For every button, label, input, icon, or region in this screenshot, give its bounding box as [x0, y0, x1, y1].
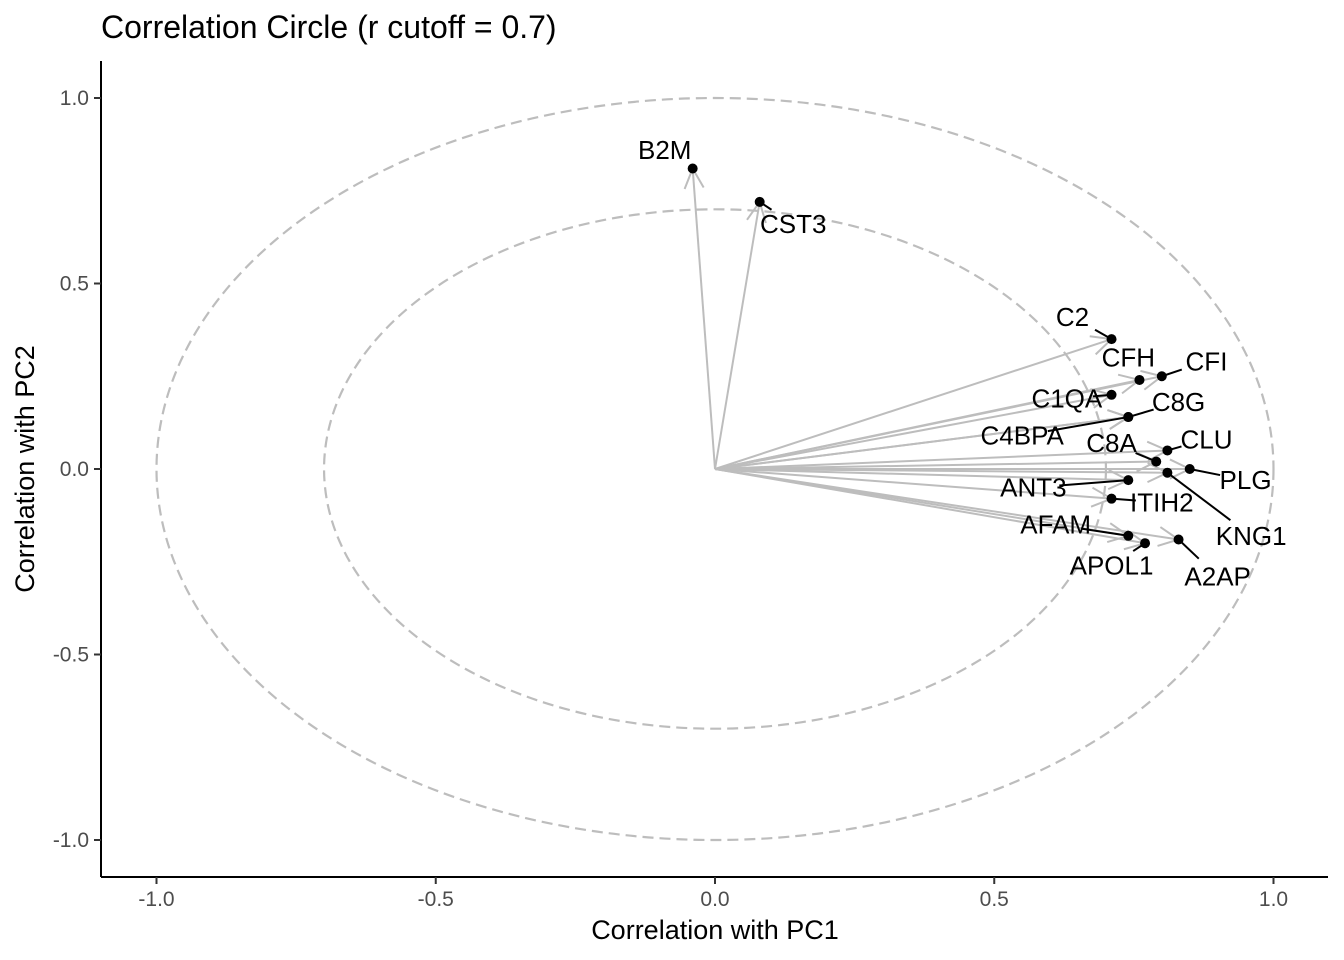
point-apol1 [1140, 538, 1151, 549]
arrow-shaft-c1qa [714, 393, 1112, 470]
point-plg [1184, 464, 1195, 474]
arrow-shaft-c2 [714, 338, 1112, 470]
point-c2 [1106, 334, 1117, 345]
arrow-shaft-c4bpa [714, 416, 1129, 470]
arrow-shaft-c8a [714, 460, 1157, 470]
point-cfi [1156, 371, 1167, 382]
loading-points [687, 163, 1195, 549]
chart-title: Correlation Circle (r cutoff = 0.7) [101, 9, 557, 45]
point-label-kng1: KNG1 [1216, 521, 1287, 551]
arrow-shaft-cst3 [714, 201, 761, 470]
point-clu [1162, 445, 1173, 456]
y-tick-label: 1.0 [60, 87, 89, 110]
point-label-c2: C2 [1056, 302, 1089, 332]
point-cfh [1134, 374, 1145, 385]
y-tick-label: -0.5 [53, 644, 89, 667]
point-afam [1123, 530, 1134, 541]
leader-line-ant3 [1059, 479, 1129, 487]
point-cst3 [754, 196, 765, 207]
point-label-cst3: CST3 [760, 209, 826, 239]
point-c1qa [1106, 389, 1117, 400]
point-label-plg: PLG [1220, 465, 1272, 495]
x-tick-label: 0.0 [700, 888, 729, 911]
y-tick-label: 0.0 [60, 458, 89, 481]
arrow-shaft-kng1 [714, 468, 1168, 474]
arrow-shaft-ant3 [714, 468, 1129, 482]
leader-line-plg [1189, 468, 1221, 477]
point-label-c4bpa: C4BPA [981, 421, 1065, 451]
y-axis-ticks: 1.0 0.5 0.0 -0.5 -1.0 [53, 87, 101, 852]
y-tick-label: 0.5 [60, 273, 89, 296]
arrow-shaft-b2m [691, 168, 716, 470]
point-a2ap [1173, 534, 1184, 545]
point-c4bpa [1123, 412, 1134, 423]
x-tick-label: -1.0 [138, 888, 174, 911]
arrow-shaft-itih2 [714, 468, 1112, 500]
point-label-c8a: C8A [1086, 428, 1137, 458]
point-label-cfi: CFI [1186, 346, 1228, 376]
y-axis-title: Correlation with PC2 [10, 345, 40, 593]
point-label-itih2: ITIH2 [1130, 487, 1194, 517]
leader-line-afam [1081, 527, 1129, 537]
point-labels: B2M CST3 C2 CFH CFI C1QA C8G C4BPA C8A CLU PLG ANT3… [638, 135, 1287, 592]
point-label-c8g: C8G [1152, 387, 1205, 417]
point-b2m [687, 163, 698, 174]
leader-line-kng1 [1166, 471, 1231, 521]
point-label-clu: CLU [1180, 424, 1232, 454]
x-axis-title: Correlation with PC1 [591, 915, 839, 945]
arrow-shaft-cfi [714, 375, 1163, 470]
point-label-ant3: ANT3 [1000, 473, 1066, 503]
point-c8a [1151, 456, 1162, 467]
x-tick-label: -0.5 [418, 888, 454, 911]
arrow-shaft-a2ap [714, 468, 1179, 541]
x-tick-label: 0.5 [980, 888, 1009, 911]
point-label-c1qa: C1QA [1031, 384, 1102, 414]
point-ant3 [1123, 475, 1134, 486]
y-tick-label: -1.0 [53, 829, 89, 852]
point-label-afam: AFAM [1020, 510, 1091, 540]
point-label-b2m: B2M [638, 135, 691, 165]
point-label-a2ap: A2AP [1184, 562, 1251, 592]
leader-line-c4bpa [1047, 416, 1129, 433]
arrow-shaft-apol1 [714, 468, 1146, 545]
point-label-cfh: CFH [1102, 343, 1155, 373]
arrow-shaft-clu [714, 449, 1168, 470]
point-label-apol1: APOL1 [1070, 550, 1154, 580]
x-tick-label: 1.0 [1259, 888, 1288, 911]
x-axis-ticks: -1.0 -0.5 0.0 0.5 1.0 [138, 877, 1288, 911]
reference-circle-1 [155, 96, 1275, 842]
point-kng1 [1162, 467, 1173, 478]
point-itih2 [1106, 493, 1117, 504]
